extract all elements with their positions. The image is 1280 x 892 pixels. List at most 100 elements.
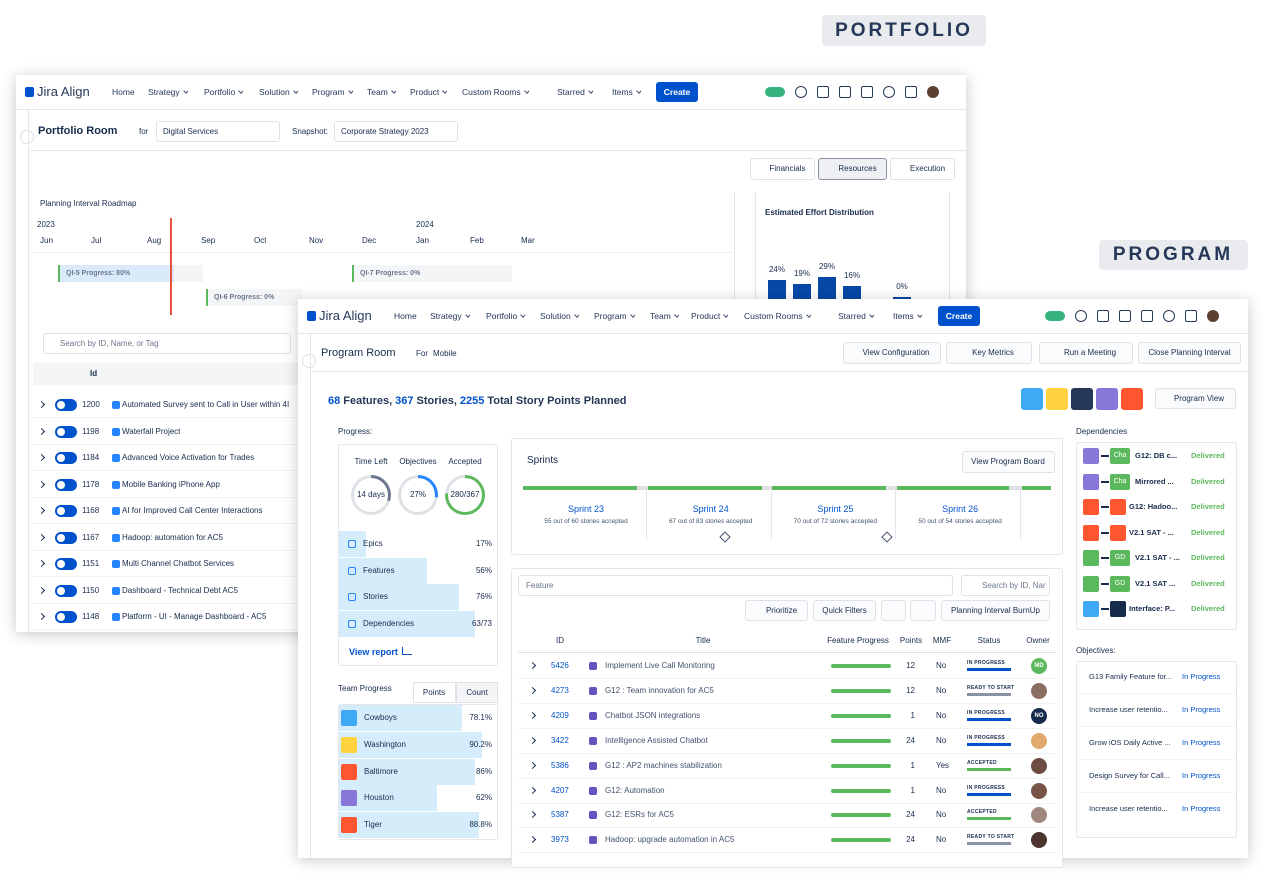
sprint-card[interactable] (897, 490, 1022, 540)
objective-name[interactable]: Grow iOS Daily Active ... (1089, 738, 1171, 747)
nav-icon[interactable] (817, 86, 829, 98)
sprint-card[interactable] (523, 490, 647, 540)
feature-id[interactable]: 5386 (551, 760, 569, 770)
nav-item[interactable]: Strategy (430, 308, 470, 324)
select[interactable] (156, 121, 280, 142)
nav-icon[interactable] (1163, 310, 1175, 322)
toolbar-button[interactable] (1138, 342, 1241, 364)
feature-title[interactable]: G12: Automation (605, 785, 665, 795)
toolbar-label[interactable]: Run a Meeting (1063, 348, 1117, 357)
toolbar-button[interactable] (1039, 342, 1133, 364)
nav-item[interactable]: Team (367, 84, 396, 100)
tab-button[interactable] (750, 158, 815, 180)
sprint-name[interactable]: Sprint 26 (942, 504, 979, 514)
nav-icon[interactable] (1119, 310, 1131, 322)
expand-button[interactable] (910, 600, 936, 621)
nav-item[interactable]: Custom Rooms (462, 84, 529, 100)
feature-id[interactable]: 4207 (551, 785, 569, 795)
feature-id[interactable]: 3973 (551, 835, 569, 845)
item-name[interactable]: Dashboard - Technical Debt AC5 (122, 585, 238, 595)
feature-button[interactable] (813, 600, 876, 621)
toolbar-button[interactable] (946, 342, 1032, 364)
tab-label[interactable]: Financials (769, 164, 806, 173)
dep-name[interactable]: Mirrored ... (1135, 476, 1174, 486)
nav-icon[interactable] (861, 86, 873, 98)
feature-title[interactable]: Implement Live Call Monitoring (605, 661, 715, 670)
dep-name[interactable]: V2.1 SAT - ... (1129, 527, 1174, 537)
feature-button-label[interactable]: Quick Filters (822, 606, 867, 615)
tab-label[interactable]: Count (466, 688, 488, 697)
objective-name[interactable]: G13 Family Feature for... (1089, 672, 1172, 681)
objective-name[interactable]: Design Survey for Call... (1089, 771, 1170, 780)
feature-title[interactable]: G12: ESRs for AC5 (605, 810, 674, 820)
feature-button-label[interactable]: Planning Interval BurnUp (951, 606, 1040, 615)
feature-title[interactable]: G12 : AP2 machines stabilization (605, 760, 722, 770)
nav-item[interactable]: Product (410, 84, 447, 100)
nav-item[interactable]: Program (312, 84, 353, 100)
nav-item[interactable]: Program (594, 308, 635, 324)
tab-label[interactable]: Resources (838, 164, 877, 173)
sprint-card[interactable] (648, 490, 772, 540)
feature-id[interactable]: 5426 (551, 661, 569, 670)
tab[interactable] (456, 682, 498, 703)
nav-icon[interactable] (1075, 310, 1087, 322)
nav-item[interactable]: Starred (557, 84, 593, 100)
feature-button-label[interactable]: Prioritize (765, 606, 798, 615)
nav-item[interactable]: Solution (540, 308, 579, 324)
nav-icon[interactable] (927, 86, 939, 98)
dep-name[interactable]: V2.1 SAT ... (1135, 578, 1176, 588)
nav-item[interactable]: Strategy (148, 84, 188, 100)
feature-title[interactable]: Chatbot JSON integrations (605, 710, 701, 720)
side-toggle[interactable] (20, 130, 34, 144)
item-name[interactable]: Waterfall Project (122, 426, 181, 436)
feature-title[interactable]: Hadoop: upgrade automation in AC5 (605, 835, 735, 845)
toggle[interactable] (765, 87, 785, 97)
create-button[interactable] (656, 82, 698, 102)
nav-icon[interactable] (905, 86, 917, 98)
feature-title[interactable]: G12 : Team innovation for AC5 (605, 685, 714, 695)
tab-button[interactable] (818, 158, 887, 180)
program-view-button[interactable] (1155, 388, 1236, 409)
feature-id[interactable]: 5387 (551, 810, 569, 820)
tab[interactable] (413, 682, 456, 703)
nav-item[interactable]: Product (691, 308, 728, 324)
dep-name[interactable]: G12: DB c... (1135, 451, 1178, 460)
dep-name[interactable]: Interface: P... (1129, 604, 1176, 613)
item-name[interactable]: Mobile Banking iPhone App (122, 479, 220, 489)
nav-item[interactable]: Starred (838, 308, 874, 324)
nav-item[interactable]: Portfolio (204, 84, 243, 100)
feature-select[interactable] (518, 575, 953, 596)
item-name[interactable]: Multi Channel Chatbot Services (122, 559, 235, 568)
objective-name[interactable]: Increase user retentio... (1089, 705, 1168, 714)
nav-item[interactable]: Home (112, 87, 135, 97)
nav-item[interactable]: Items (612, 84, 641, 100)
select[interactable] (334, 121, 458, 142)
search-box[interactable] (43, 333, 291, 354)
objective-name[interactable]: Increase user retentio... (1089, 804, 1168, 813)
feature-button[interactable] (941, 600, 1050, 621)
toolbar-label[interactable]: Key Metrics (972, 348, 1014, 357)
nav-icon[interactable] (883, 86, 895, 98)
create-label[interactable]: Create (663, 87, 691, 97)
sprint-card[interactable] (772, 490, 897, 540)
sprint-name[interactable]: Sprint 23 (567, 504, 605, 514)
nav-item[interactable]: Portfolio (486, 308, 525, 324)
toolbar-label[interactable]: View Configuration (862, 348, 930, 357)
item-name[interactable]: Automated Survey sent to Call in User wi… (122, 400, 290, 409)
feature-button[interactable] (745, 600, 808, 621)
toolbar-button[interactable] (843, 342, 941, 364)
board-label[interactable]: View Program Board (971, 457, 1045, 466)
feature-id[interactable]: 3422 (551, 735, 569, 745)
item-name[interactable]: Platform - UI - Manage Dashboard - AC5 (122, 612, 267, 621)
program-view-label[interactable]: Program View (1173, 394, 1225, 403)
feature-id[interactable]: 4209 (551, 710, 569, 720)
nav-icon[interactable] (1141, 310, 1153, 322)
feature-id[interactable]: 4273 (551, 685, 569, 695)
nav-item[interactable]: Items (893, 308, 922, 324)
nav-icon[interactable] (1097, 310, 1109, 322)
side-toggle[interactable] (302, 354, 316, 368)
nav-icon[interactable] (1207, 310, 1219, 322)
settings-button[interactable] (881, 600, 906, 621)
item-name[interactable]: Hadoop: automation for AC5 (122, 532, 223, 542)
nav-item[interactable]: Home (394, 311, 417, 321)
